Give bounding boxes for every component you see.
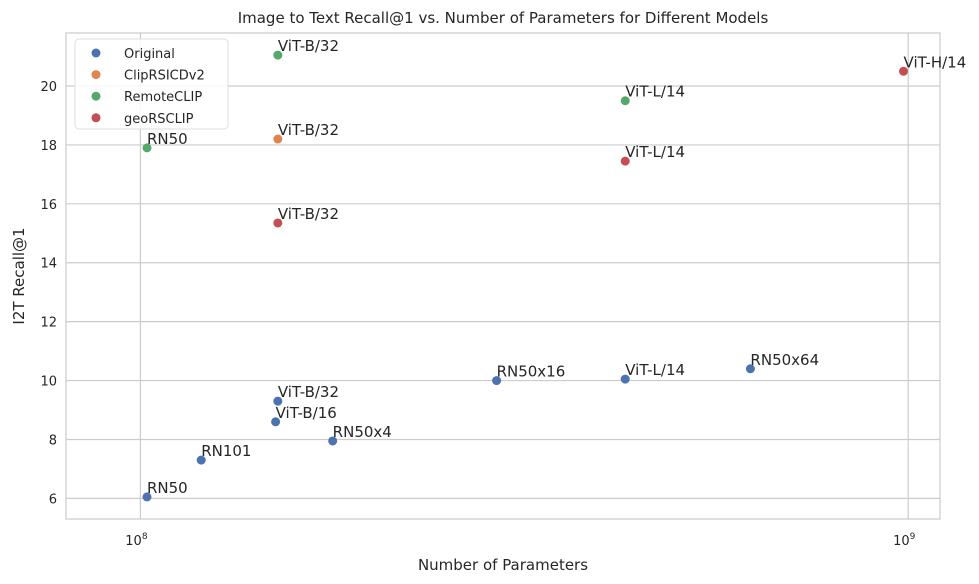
y-tick-label: 14 bbox=[40, 257, 57, 272]
data-point bbox=[142, 492, 152, 502]
y-tick-label: 12 bbox=[40, 316, 57, 331]
legend-label: ClipRSICDv2 bbox=[124, 69, 205, 84]
data-point bbox=[328, 436, 338, 446]
point-label: ViT-B/32 bbox=[278, 37, 339, 55]
legend-frame bbox=[74, 38, 229, 130]
point-label: RN101 bbox=[201, 442, 251, 460]
data-point bbox=[273, 134, 283, 144]
data-point bbox=[142, 143, 152, 153]
y-tick-label: 8 bbox=[49, 433, 57, 448]
point-label: RN50 bbox=[147, 479, 188, 497]
point-label: RN50x16 bbox=[497, 363, 566, 381]
point-label: ViT-H/14 bbox=[904, 53, 967, 71]
data-points bbox=[142, 50, 909, 502]
data-point bbox=[273, 50, 283, 60]
point-label: RN50x4 bbox=[333, 423, 392, 441]
y-tick-label: 10 bbox=[40, 375, 57, 390]
point-label: RN50x64 bbox=[750, 351, 819, 369]
data-point bbox=[620, 156, 630, 166]
legend-marker bbox=[91, 48, 101, 58]
x-tick-label: 108 bbox=[125, 532, 148, 549]
legend-label: RemoteCLIP bbox=[124, 90, 202, 105]
x-ticks: 108 109 bbox=[125, 532, 915, 549]
y-tick-label: 6 bbox=[49, 492, 57, 507]
y-tick-label: 16 bbox=[40, 198, 57, 213]
data-point bbox=[271, 417, 281, 427]
legend-label: geoRSCLIP bbox=[124, 112, 194, 127]
point-label: ViT-L/14 bbox=[625, 83, 685, 101]
y-axis-label: I2T Recall@1 bbox=[10, 227, 28, 324]
chart-title: Image to Text Recall@1 vs. Number of Par… bbox=[238, 9, 769, 27]
data-point bbox=[492, 376, 502, 386]
data-point bbox=[620, 96, 630, 106]
y-tick-label: 18 bbox=[40, 139, 57, 154]
point-label: RN50 bbox=[147, 130, 188, 148]
point-label: ViT-L/14 bbox=[625, 143, 685, 161]
data-point bbox=[273, 218, 283, 228]
data-point bbox=[745, 364, 755, 374]
x-tick-label: 109 bbox=[893, 532, 916, 549]
point-labels: RN50 RN101 ViT-B/16 ViT-B/32 RN50x4 RN50x16 Vi… bbox=[147, 37, 966, 497]
x-axis-label: Number of Parameters bbox=[418, 556, 588, 574]
data-point bbox=[273, 396, 283, 406]
legend-marker bbox=[91, 70, 101, 80]
data-point bbox=[899, 66, 909, 76]
point-label: ViT-B/32 bbox=[278, 383, 339, 401]
data-point bbox=[620, 374, 630, 384]
legend-marker bbox=[91, 113, 101, 123]
y-ticks: 6 8 10 12 14 16 18 20 bbox=[40, 80, 57, 507]
point-label: ViT-B/32 bbox=[278, 205, 339, 223]
point-label: ViT-L/14 bbox=[625, 361, 685, 379]
point-label: ViT-B/16 bbox=[276, 404, 337, 422]
point-label: ViT-B/32 bbox=[278, 121, 339, 139]
legend-marker bbox=[91, 91, 101, 101]
y-tick-label: 20 bbox=[40, 80, 57, 95]
data-point bbox=[196, 455, 206, 465]
legend-label: Original bbox=[124, 47, 175, 62]
legend: Original ClipRSICDv2 RemoteCLIP geoRSCLIP bbox=[74, 38, 229, 130]
